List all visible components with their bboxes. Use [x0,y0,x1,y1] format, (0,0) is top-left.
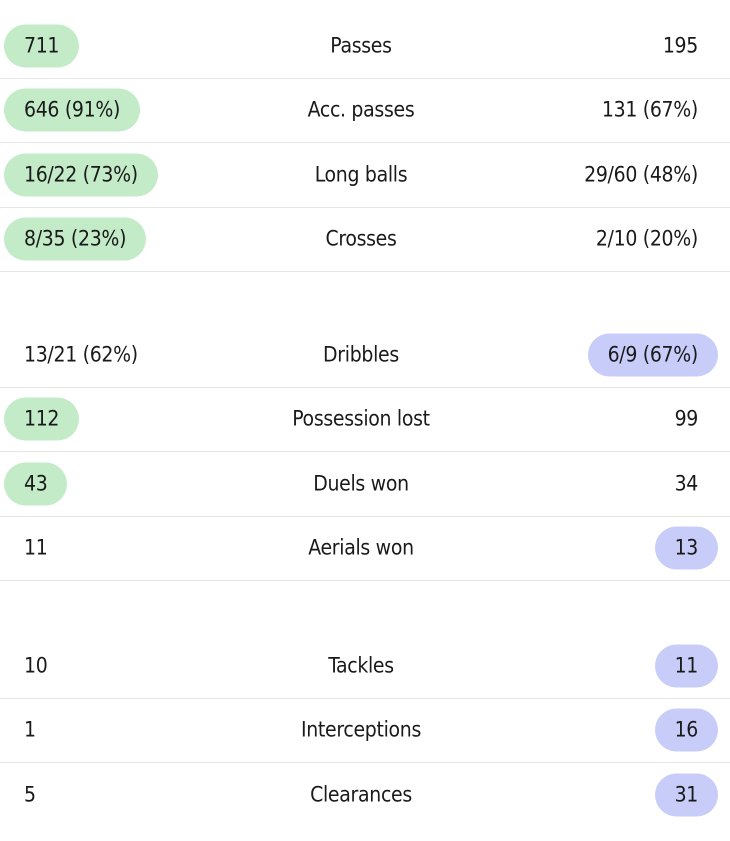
away-value-acc-passes: 131 (67%) [601,97,698,122]
stat-row-tackles: 10 Tackles 11 [0,634,730,699]
away-value-passes: 195 [662,33,698,58]
stat-row-interceptions: 1 Interceptions 16 [0,699,730,763]
home-value-aerials-won: 11 [24,535,48,560]
home-value-tackles: 10 [24,653,48,678]
home-value-dribbles: 13/21 (62%) [24,342,138,367]
away-value-dribbles: 6/9 (67%) [587,333,718,377]
stat-row-possession-lost: 112 Possession lost 99 [0,388,730,452]
home-value-acc-passes: 646 (91%) [4,88,141,132]
away-value-aerials-won: 13 [654,526,718,570]
away-value-clearances: 31 [654,773,718,817]
stat-label-possession-lost: Possession lost [292,406,430,431]
stat-label-interceptions: Interceptions [300,717,422,742]
away-value-tackles: 11 [654,644,718,688]
stat-row-passes: 711 Passes 195 [0,14,730,79]
stat-row-long-balls: 16/22 (73%) Long balls 29/60 (48%) [0,143,730,208]
home-value-clearances: 5 [24,782,36,807]
stat-row-aerials-won: 11 Aerials won 13 [0,517,730,581]
away-value-possession-lost: 99 [674,406,699,431]
stat-label-tackles: Tackles [328,653,394,678]
away-value-interceptions: 16 [654,708,718,752]
home-value-duels-won: 43 [4,462,68,506]
stats-group-duels: 13/21 (62%) Dribbles 6/9 (67%) 112 Posse… [0,323,730,581]
home-value-possession-lost: 112 [4,397,80,441]
stat-row-duels-won: 43 Duels won 34 [0,452,730,517]
away-value-long-balls: 29/60 (48%) [584,162,698,187]
stat-row-crosses: 8/35 (23%) Crosses 2/10 (20%) [0,208,730,272]
home-value-passes: 711 [4,24,80,68]
stat-label-long-balls: Long balls [314,162,408,187]
stat-label-duels-won: Duels won [313,471,409,496]
stats-group-defending: 10 Tackles 11 1 Interceptions 16 5 Clear… [0,634,730,828]
home-value-crosses: 8/35 (23%) [4,217,147,261]
away-value-crosses: 2/10 (20%) [595,226,698,251]
stat-label-aerials-won: Aerials won [308,535,414,560]
away-value-duels-won: 34 [674,471,699,496]
home-value-interceptions: 1 [24,717,36,742]
stat-row-dribbles: 13/21 (62%) Dribbles 6/9 (67%) [0,323,730,388]
stat-label-passes: Passes [330,33,392,58]
home-value-long-balls: 16/22 (73%) [4,153,158,197]
stat-label-acc-passes: Acc. passes [307,97,415,122]
stat-label-dribbles: Dribbles [323,342,399,367]
stat-label-clearances: Clearances [310,782,412,807]
stats-group-passing: 711 Passes 195 646 (91%) Acc. passes 131… [0,14,730,272]
stat-row-acc-passes: 646 (91%) Acc. passes 131 (67%) [0,79,730,143]
stat-label-crosses: Crosses [325,226,397,251]
stat-row-clearances: 5 Clearances 31 [0,763,730,828]
